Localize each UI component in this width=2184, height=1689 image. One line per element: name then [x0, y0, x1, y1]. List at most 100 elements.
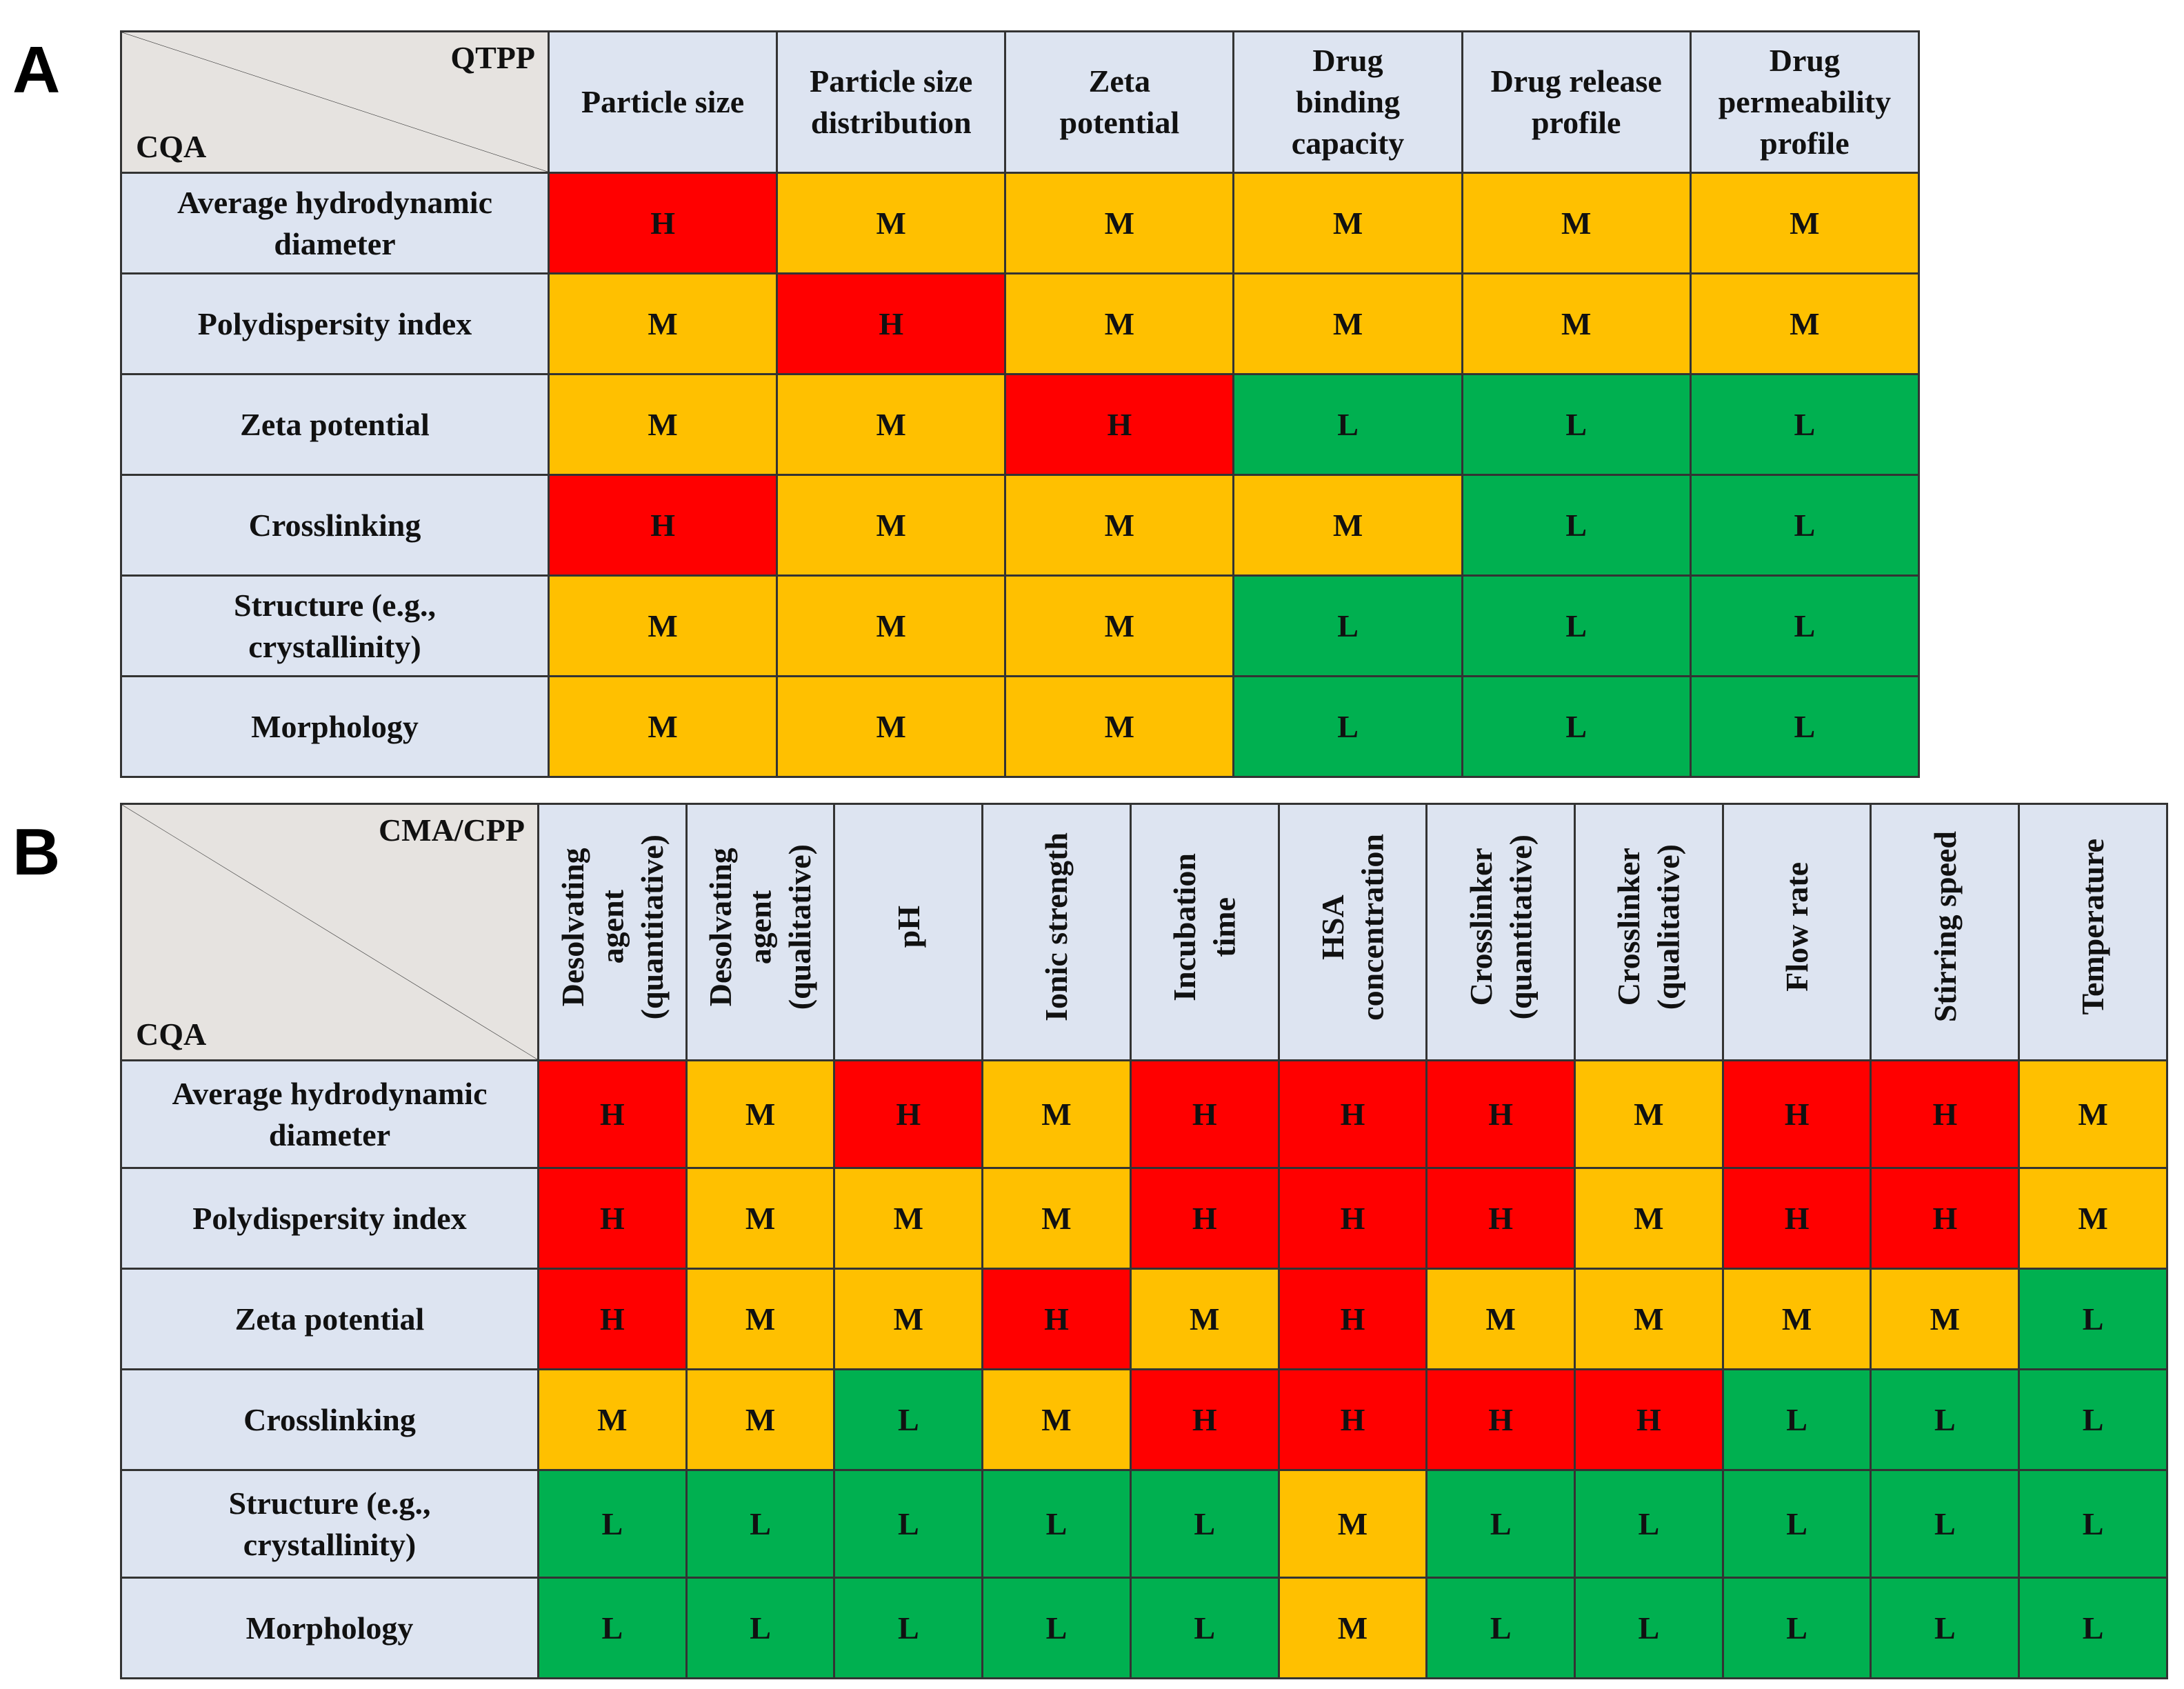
column-header-label: Flow rate: [1779, 862, 1814, 992]
risk-cell: M: [547, 272, 779, 375]
risk-cell: L: [2018, 1268, 2168, 1370]
risk-cell: M: [685, 1059, 836, 1169]
corner-bottom-label: CQA: [136, 1017, 207, 1052]
risk-cell: L: [685, 1577, 836, 1679]
risk-cell: M: [1004, 272, 1235, 375]
risk-cell: M: [981, 1167, 1132, 1270]
column-header-label: Desolvating agent (quantitative): [554, 834, 670, 1020]
risk-cell: L: [1721, 1469, 1872, 1579]
risk-cell: M: [547, 373, 779, 476]
risk-cell: H: [537, 1167, 688, 1270]
risk-cell: M: [547, 675, 779, 778]
risk-cell: H: [1425, 1059, 1576, 1169]
row-header: Crosslinking: [120, 1368, 539, 1471]
column-header: Desolvating agent (qualitative): [685, 803, 836, 1061]
risk-cell: H: [1425, 1368, 1576, 1471]
risk-cell: M: [2018, 1059, 2168, 1169]
row-header-label: Structure (e.g., crystallinity): [234, 587, 436, 664]
risk-cell: L: [1721, 1368, 1872, 1471]
row-header-label: Polydispersity index: [197, 306, 472, 341]
column-header: Crosslinker (qualitative): [1574, 803, 1724, 1061]
column-header-label: Crosslinker (quantitative): [1463, 834, 1539, 1020]
risk-cell: L: [1461, 474, 1692, 577]
table-row: Crosslinking M M L M H H H H L L L: [120, 1368, 2168, 1471]
risk-cell: L: [2018, 1469, 2168, 1579]
risk-cell: L: [1574, 1577, 1724, 1679]
risk-cell: M: [1004, 474, 1235, 577]
risk-cell: L: [1461, 574, 1692, 677]
row-header-label: Polydispersity index: [192, 1200, 467, 1236]
risk-matrix-b: CMA/CPP CQA Desolvating agent (quantitat…: [120, 803, 2168, 1679]
row-header-label: Zeta potential: [240, 406, 430, 442]
column-header: HSA concentration: [1277, 803, 1428, 1061]
table-row: Zeta potential H M M H M H M M M M L: [120, 1268, 2168, 1370]
risk-cell: L: [2018, 1368, 2168, 1471]
panel-b-label: B: [12, 815, 61, 889]
column-header-label: Drug permeability profile: [1718, 43, 1892, 161]
risk-cell: H: [981, 1268, 1132, 1370]
risk-cell: H: [1277, 1059, 1428, 1169]
risk-cell: M: [1129, 1268, 1280, 1370]
risk-cell: M: [776, 574, 1007, 677]
risk-cell: L: [1689, 675, 1921, 778]
risk-cell: M: [1277, 1577, 1428, 1679]
risk-cell: L: [1425, 1577, 1576, 1679]
risk-cell: M: [833, 1268, 984, 1370]
risk-cell: H: [1425, 1167, 1576, 1270]
risk-cell: M: [1870, 1268, 2021, 1370]
row-header: Morphology: [120, 1577, 539, 1679]
risk-cell: M: [1425, 1268, 1576, 1370]
risk-cell: L: [1870, 1368, 2021, 1471]
risk-cell: M: [1232, 172, 1463, 274]
row-header-label: Average hydrodynamic diameter: [177, 184, 492, 261]
table-row: Morphology M M M L L L: [120, 675, 1921, 778]
row-header-label: Morphology: [251, 708, 419, 744]
risk-cell: L: [1425, 1469, 1576, 1579]
column-header: Ionic strength: [981, 803, 1132, 1061]
row-header-label: Morphology: [246, 1610, 414, 1646]
column-header: Desolvating agent (quantitative): [537, 803, 688, 1061]
risk-cell: L: [1689, 574, 1921, 677]
risk-cell: M: [776, 474, 1007, 577]
risk-cell: H: [1004, 373, 1235, 476]
risk-cell: M: [1721, 1268, 1872, 1370]
column-header-label: Ionic strength: [1039, 832, 1074, 1022]
risk-cell: M: [685, 1368, 836, 1471]
corner-header-b: CMA/CPP CQA: [120, 803, 539, 1061]
row-header: Structure (e.g., crystallinity): [120, 574, 550, 677]
risk-cell: L: [537, 1577, 688, 1679]
corner-top-label: CMA/CPP: [378, 812, 525, 848]
column-header-label: Stirring speed: [1927, 831, 1963, 1023]
row-header-label: Crosslinking: [243, 1401, 416, 1437]
corner-header-a: QTPP CQA: [120, 30, 550, 174]
risk-cell: M: [1689, 172, 1921, 274]
column-header-label: Desolvating agent (qualitative): [703, 844, 818, 1010]
risk-cell: M: [776, 373, 1007, 476]
risk-cell: M: [1004, 574, 1235, 677]
column-header: Drug permeability profile: [1689, 30, 1921, 174]
risk-cell: L: [833, 1577, 984, 1679]
risk-cell: M: [685, 1167, 836, 1270]
risk-cell: M: [685, 1268, 836, 1370]
column-header-label: pH: [890, 906, 926, 948]
table-row: Zeta potential M M H L L L: [120, 373, 1921, 476]
risk-cell: H: [547, 474, 779, 577]
risk-cell: L: [1129, 1577, 1280, 1679]
risk-cell: M: [1574, 1167, 1724, 1270]
row-header: Average hydrodynamic diameter: [120, 1059, 539, 1169]
risk-cell: M: [1004, 172, 1235, 274]
table-row: Polydispersity index M H M M M M: [120, 272, 1921, 375]
risk-cell: H: [1870, 1167, 2021, 1270]
risk-cell: L: [1232, 574, 1463, 677]
panel-a-label: A: [12, 33, 61, 107]
risk-cell: H: [1277, 1268, 1428, 1370]
risk-cell: L: [1574, 1469, 1724, 1579]
risk-cell: L: [981, 1469, 1132, 1579]
risk-cell: M: [1461, 272, 1692, 375]
risk-cell: L: [981, 1577, 1132, 1679]
risk-cell: M: [981, 1368, 1132, 1471]
column-header: Stirring speed: [1870, 803, 2021, 1061]
table-row: Morphology L L L L L M L L L L L: [120, 1577, 2168, 1679]
risk-cell: M: [1574, 1059, 1724, 1169]
column-header-label: Particle size: [581, 84, 745, 120]
